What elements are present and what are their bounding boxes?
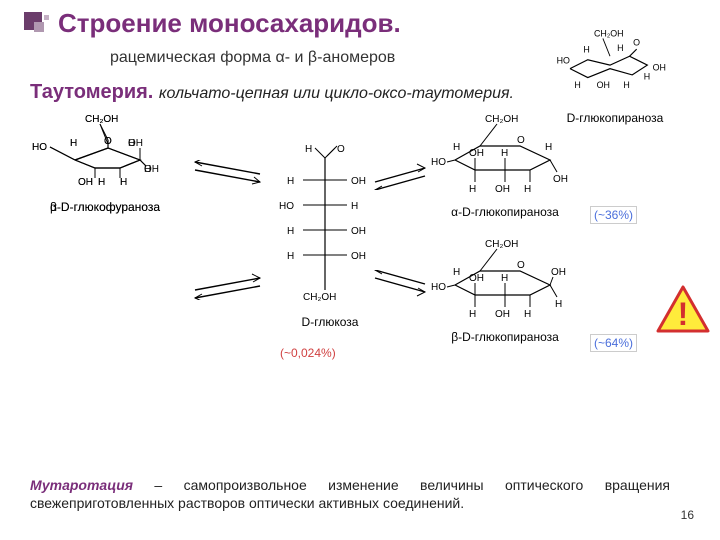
svg-text:H: H: [501, 273, 508, 284]
svg-text:H: H: [469, 184, 476, 195]
svg-text:HO: HO: [431, 157, 446, 168]
svg-text:H: H: [617, 43, 623, 53]
svg-text:H: H: [555, 299, 562, 310]
svg-text:OH: OH: [551, 267, 566, 278]
svg-text:O: O: [517, 135, 525, 146]
svg-text:H: H: [453, 267, 460, 278]
svg-text:O: O: [517, 260, 525, 271]
beta-furanose-icon: HO CH₂OH H OH O OH H H H: [30, 110, 170, 195]
glucopyranose-top-icon: CH₂OH HO H OH H OH O H H H: [540, 26, 680, 106]
svg-text:CH₂OH: CH₂OH: [485, 239, 518, 250]
svg-text:OH: OH: [653, 62, 666, 72]
beta-furanose: HO CH₂OH H OH O OH H H H β-D-глюкофурано…: [30, 110, 180, 214]
alpha-pyranose-icon: CH₂OH O H H HO H OH H OH OH H: [425, 110, 575, 200]
section-sub: кольчато-цепная или цикло-оксо-таутомери…: [159, 85, 514, 102]
svg-text:OH: OH: [495, 309, 510, 320]
svg-text:HO: HO: [32, 142, 47, 153]
svg-text:HO: HO: [279, 201, 294, 212]
beta-pyranose-percent: (~64%): [590, 334, 637, 352]
svg-text:CH₂OH: CH₂OH: [485, 114, 518, 125]
svg-text:HO: HO: [557, 55, 570, 65]
svg-text:OH: OH: [495, 184, 510, 195]
alpha-pyranose-label: α-D-глюкопираноза: [425, 205, 585, 219]
svg-text:H: H: [524, 184, 531, 195]
svg-text:O: O: [633, 38, 640, 48]
svg-text:CH₂OH: CH₂OH: [303, 292, 336, 303]
mutarotation-text: Мутаротация – самопроизвольное изменение…: [30, 477, 670, 512]
svg-text:H: H: [574, 80, 580, 90]
svg-text:H: H: [644, 71, 650, 81]
d-glucose-label: D-глюкоза: [275, 315, 385, 329]
svg-text:H: H: [120, 177, 127, 188]
beta-furanose-label: β-D-глюкофураноза: [30, 200, 180, 214]
bullet-square-icon: [24, 12, 52, 40]
tautomerism-diagram: HO CH₂OH H H O OH H H OH α-D-глюкофурано…: [30, 110, 690, 420]
eq-arrow-bl: [190, 270, 270, 300]
svg-text:OH: OH: [469, 273, 484, 284]
svg-text:H: H: [545, 142, 552, 153]
svg-text:OH: OH: [351, 176, 366, 187]
svg-text:H: H: [287, 176, 294, 187]
svg-text:OH: OH: [597, 80, 610, 90]
mutarotation-term: Мутаротация: [30, 477, 133, 493]
eq-arrow-tl: [190, 160, 270, 190]
svg-text:OH: OH: [78, 177, 93, 188]
section-main: Таутомерия.: [30, 81, 153, 103]
beta-pyranose-icon: CH₂OH O H HO OH H OH H H OH H: [425, 235, 575, 325]
svg-text:H: H: [623, 80, 629, 90]
svg-text:H: H: [583, 45, 589, 55]
alpha-pyranose-percent: (~36%): [590, 206, 637, 224]
svg-text:H: H: [287, 251, 294, 262]
beta-pyranose: CH₂OH O H HO OH H OH H H OH H β-D-глюкоп…: [425, 235, 585, 344]
svg-text:O: O: [337, 144, 345, 155]
warning-icon: !: [656, 285, 710, 333]
beta-pyranose-label: β-D-глюкопираноза: [425, 330, 585, 344]
svg-text:OH: OH: [553, 174, 568, 185]
svg-text:H: H: [287, 226, 294, 237]
svg-text:H: H: [524, 309, 531, 320]
svg-text:CH₂OH: CH₂OH: [85, 114, 118, 125]
eq-arrow-tr: [370, 160, 430, 190]
svg-text:!: !: [678, 296, 689, 332]
d-glucose-percent: (~0,024%): [280, 346, 336, 360]
svg-text:H: H: [453, 142, 460, 153]
d-glucose-icon: H O HOH HOH HOH HOH CH₂OH: [275, 140, 375, 310]
svg-text:OH: OH: [351, 251, 366, 262]
eq-arrow-br: [370, 270, 430, 300]
svg-text:HO: HO: [431, 282, 446, 293]
svg-text:H: H: [70, 138, 77, 149]
svg-text:O: O: [104, 136, 112, 147]
svg-text:H: H: [98, 177, 105, 188]
svg-text:H: H: [305, 144, 312, 155]
svg-text:H: H: [351, 201, 358, 212]
section-sub-text: кольчато-цепная или цикло-оксо-таутомери…: [159, 85, 514, 102]
page-number: 16: [681, 508, 694, 522]
svg-text:OH: OH: [469, 148, 484, 159]
d-glucose-fischer: H O HOH HOH HOH HOH CH₂OH D-глюкоза: [275, 140, 385, 329]
alpha-pyranose: CH₂OH O H H HO H OH H OH OH H α-D-глюкоп…: [425, 110, 585, 219]
svg-text:CH₂OH: CH₂OH: [594, 29, 624, 39]
svg-text:H: H: [501, 148, 508, 159]
svg-text:OH: OH: [351, 226, 366, 237]
svg-text:OH: OH: [128, 138, 143, 149]
svg-text:H: H: [469, 309, 476, 320]
slide: Строение моносахаридов. CH₂OH HO H OH H …: [0, 0, 720, 540]
